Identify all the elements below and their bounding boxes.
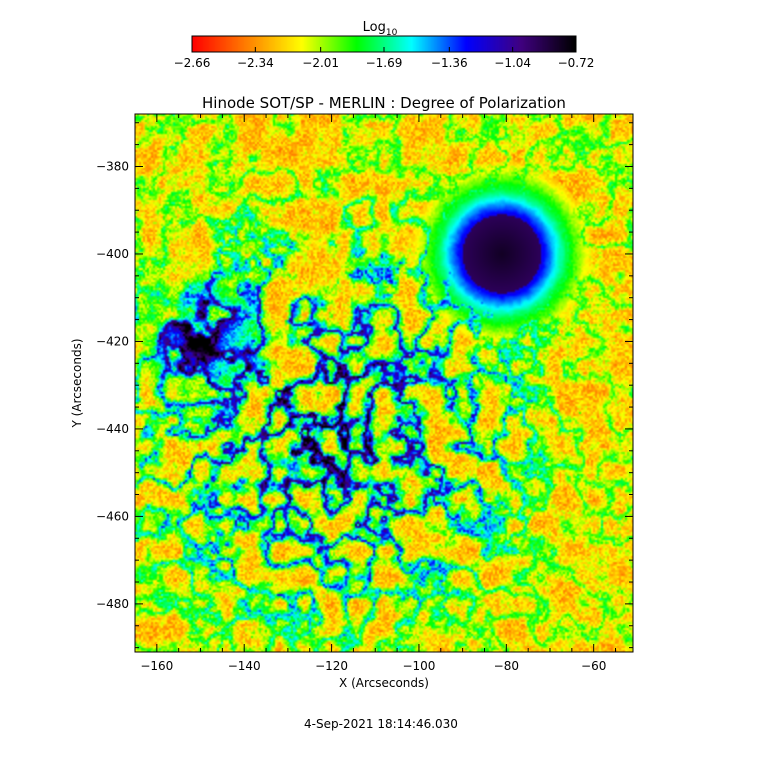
colorbar-tick-label: −2.66 bbox=[174, 56, 211, 70]
x-tick-label: −140 bbox=[228, 659, 261, 673]
colorbar-tick-label: −2.34 bbox=[237, 56, 274, 70]
y-axis-label: Y (Arcseconds) bbox=[70, 338, 84, 428]
x-tick-label: −80 bbox=[494, 659, 519, 673]
colorbar-tick-label: −1.69 bbox=[366, 56, 403, 70]
polarization-map bbox=[135, 114, 633, 652]
x-tick-label: −100 bbox=[402, 659, 435, 673]
x-tick-label: −60 bbox=[581, 659, 606, 673]
y-tick-label: −460 bbox=[96, 509, 129, 523]
y-tick-label: −480 bbox=[96, 597, 129, 611]
x-axis: −160 −140 −120 −100 −80 −60 bbox=[134, 114, 617, 673]
x-tick-label: −120 bbox=[315, 659, 348, 673]
colorbar-tick-label: −1.04 bbox=[494, 56, 531, 70]
colorbar-tick-label: −2.01 bbox=[302, 56, 339, 70]
colorbar-ticks: −2.66 −2.34 −2.01 −1.69 −1.36 −1.04 −0.72 bbox=[174, 47, 595, 70]
y-tick-label: −440 bbox=[96, 422, 129, 436]
colorbar-tick-label: −0.72 bbox=[558, 56, 595, 70]
y-tick-label: −420 bbox=[96, 334, 129, 348]
x-axis-label: X (Arcseconds) bbox=[339, 676, 429, 690]
y-tick-label: −400 bbox=[96, 247, 129, 261]
y-tick-label: −380 bbox=[96, 159, 129, 173]
plot-frame bbox=[134, 113, 634, 653]
x-tick-label: −160 bbox=[140, 659, 173, 673]
timestamp: 4-Sep-2021 18:14:46.030 bbox=[304, 717, 458, 731]
y-axis: −380 −400 −420 −440 −460 −480 bbox=[96, 122, 633, 649]
colorbar-gradient bbox=[192, 36, 576, 52]
colorbar-tick-label: −1.36 bbox=[431, 56, 468, 70]
colorbar-label: Log10 bbox=[363, 20, 398, 38]
chart-title: Hinode SOT/SP - MERLIN : Degree of Polar… bbox=[202, 94, 566, 112]
